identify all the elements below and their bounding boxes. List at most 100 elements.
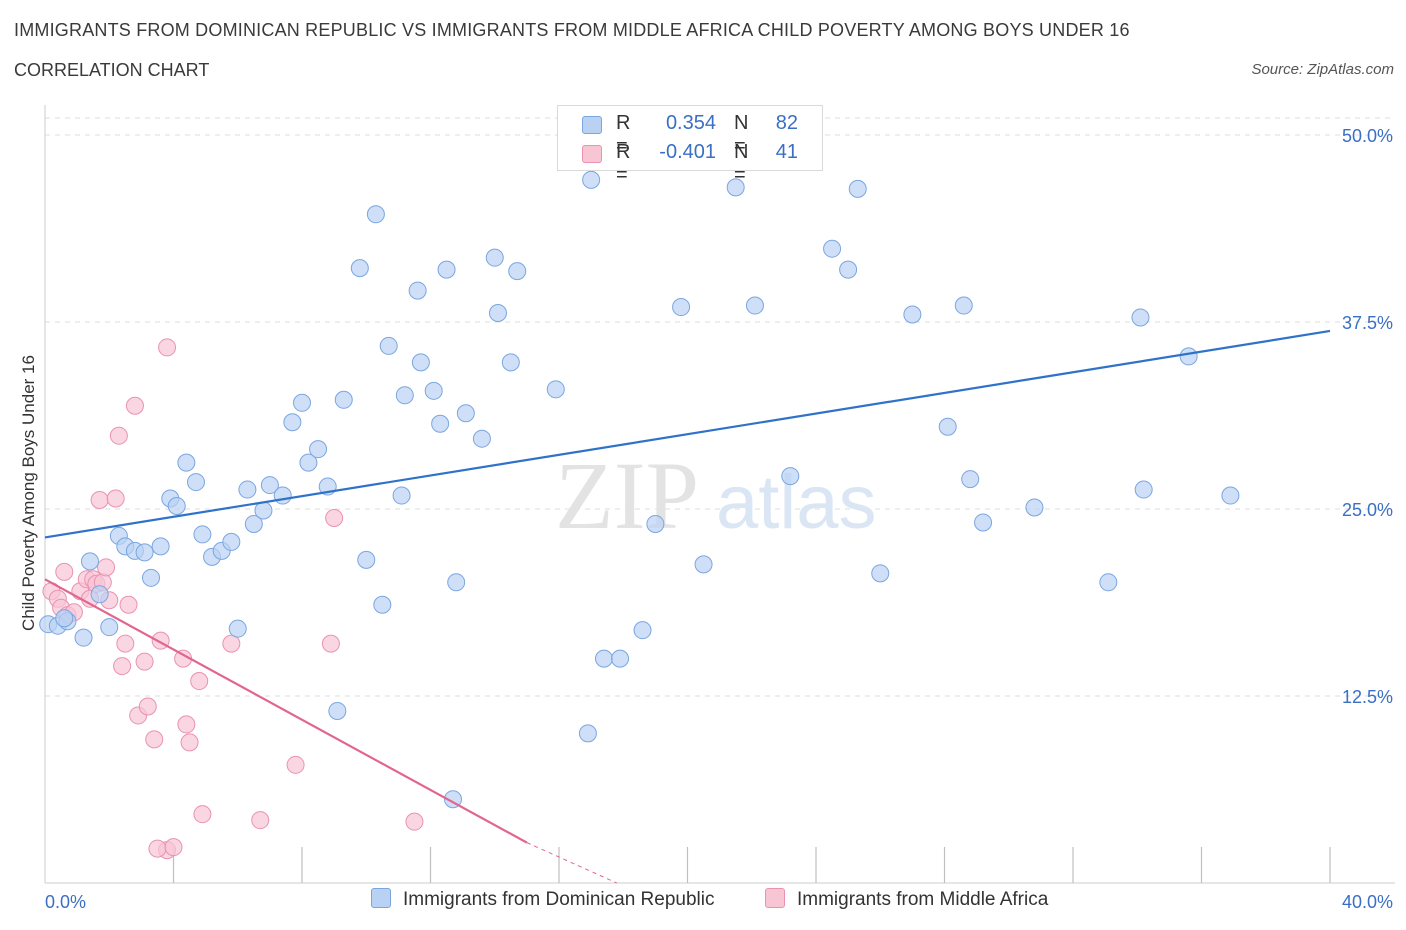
legend-r-label: R = — [616, 141, 631, 186]
data-point — [954, 296, 973, 315]
data-point — [508, 262, 527, 281]
x-tick-label-max: 40.0% — [1342, 892, 1393, 912]
data-point — [116, 634, 135, 653]
data-point — [1131, 308, 1150, 327]
data-point — [148, 839, 167, 858]
data-point — [100, 618, 119, 637]
data-point — [1221, 486, 1240, 505]
data-point — [357, 550, 376, 569]
chart-title: IMMIGRANTS FROM DOMINICAN REPUBLIC VS IM… — [14, 20, 1130, 40]
legend-swatch-pink — [582, 145, 602, 163]
y-tick-label: 25.0% — [1342, 500, 1393, 520]
data-point — [186, 473, 205, 492]
data-point — [961, 470, 980, 489]
data-point — [350, 259, 369, 278]
grid-lines — [45, 117, 1395, 697]
x-tick-label-min: 0.0% — [45, 892, 86, 912]
data-point — [180, 733, 199, 752]
legend-r-value: 0.354 — [665, 112, 716, 134]
data-point — [472, 429, 491, 448]
bottom-legend-label: Immigrants from Dominican Republic — [403, 889, 715, 910]
watermark: ZIP atlas — [555, 442, 877, 549]
data-point — [485, 248, 504, 267]
data-point — [325, 508, 344, 527]
data-point — [299, 453, 318, 472]
data-point — [260, 476, 279, 495]
data-point — [578, 724, 597, 743]
data-point — [1025, 498, 1044, 517]
data-point — [158, 338, 177, 357]
data-point — [726, 178, 745, 197]
data-point — [405, 812, 424, 831]
y-tick-label: 12.5% — [1342, 687, 1393, 707]
data-point — [379, 336, 398, 355]
trend-line-dominican — [44, 329, 1331, 539]
data-point — [55, 609, 74, 628]
data-point — [1179, 347, 1198, 366]
data-point — [694, 555, 713, 574]
data-point — [119, 595, 138, 614]
legend-n-label: N = — [734, 141, 749, 186]
data-point — [871, 564, 890, 583]
legend-r-value: -0.401 — [659, 141, 716, 163]
data-point — [273, 486, 292, 505]
data-point — [167, 497, 186, 516]
data-point — [193, 525, 212, 544]
chart-subtitle: CORRELATION CHART — [14, 60, 210, 80]
data-point — [106, 489, 125, 508]
bottom-legend-item-dominican: Immigrants from Dominican Republic — [371, 888, 715, 911]
data-point — [395, 386, 414, 405]
data-point — [142, 568, 161, 587]
data-point — [1099, 573, 1118, 592]
data-point — [488, 304, 507, 323]
watermark-zip: ZIP — [555, 442, 699, 549]
data-point — [938, 417, 957, 436]
series-middle-africa-points — [42, 338, 424, 860]
trend-line-middle-africa — [44, 578, 528, 844]
axes — [44, 105, 1395, 884]
data-point — [138, 697, 157, 716]
data-point — [293, 393, 311, 412]
data-point — [328, 701, 347, 720]
data-point — [745, 296, 764, 315]
data-point — [135, 652, 154, 671]
data-point — [177, 715, 196, 734]
y-axis-label: Child Poverty Among Boys Under 16 — [19, 355, 38, 631]
data-point — [781, 467, 800, 486]
data-point — [254, 501, 273, 520]
data-point — [309, 440, 328, 459]
data-point — [190, 672, 209, 691]
data-point — [90, 585, 109, 604]
legend-n-value: 41 — [775, 141, 798, 163]
data-point — [145, 730, 164, 749]
data-point — [582, 170, 601, 189]
data-point — [244, 514, 263, 533]
series-dominican-republic-points — [39, 170, 1240, 809]
bottom-legend-label: Immigrants from Middle Africa — [797, 889, 1049, 910]
legend-r-label: R = — [616, 112, 631, 157]
data-point — [238, 480, 257, 499]
data-point — [125, 396, 144, 415]
data-point — [546, 380, 565, 399]
data-point — [97, 558, 116, 577]
data-point — [334, 390, 353, 409]
data-point — [222, 634, 241, 653]
data-point — [135, 543, 154, 562]
data-point — [424, 381, 443, 400]
bottom-legend-swatch-pink — [765, 888, 785, 908]
data-point — [456, 404, 475, 423]
data-point — [109, 426, 128, 445]
data-point — [373, 595, 392, 614]
y-tick-label: 37.5% — [1342, 313, 1393, 333]
data-point — [222, 532, 241, 551]
data-point — [974, 513, 993, 532]
data-point — [839, 260, 858, 279]
data-point — [594, 649, 613, 668]
legend-n-label: N = — [734, 112, 749, 157]
data-point — [411, 353, 430, 372]
trend-lines — [44, 329, 1331, 884]
bottom-legend-item-middle-africa: Immigrants from Middle Africa — [765, 888, 1048, 911]
bottom-legend-swatch-blue — [371, 888, 391, 908]
data-point — [437, 260, 456, 279]
